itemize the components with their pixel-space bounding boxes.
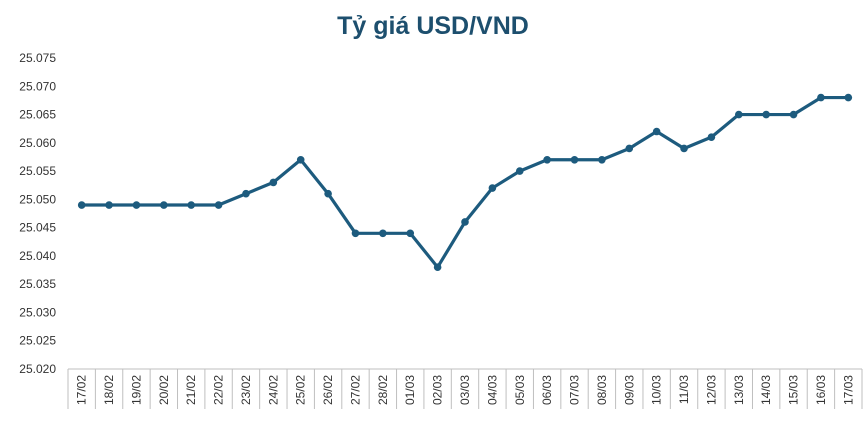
x-axis: 17/02 18/02 19/02 20/02 21/02 22/02 23/02 24/02… [67, 368, 863, 409]
y-tick-label: 25.020 [19, 362, 56, 376]
y-axis-ticks: 25.020 25.025 25.030 25.035 25.040 25.045 25.0… [19, 51, 56, 376]
x-tick-label: 24/02 [266, 375, 280, 405]
x-tick-label: 06/03 [540, 375, 554, 405]
data-point [379, 229, 387, 238]
y-tick-label: 25.055 [19, 164, 56, 178]
x-tick-label: 02/03 [431, 375, 445, 405]
x-tick-label: 26/02 [321, 375, 335, 405]
x-tick-label: 28/02 [376, 375, 390, 405]
x-tick-label: 10/03 [650, 375, 664, 405]
x-tick-label: 19/02 [129, 375, 143, 405]
data-point [242, 189, 250, 198]
y-tick-label: 25.045 [19, 221, 56, 235]
x-tick-label: 18/02 [102, 375, 116, 405]
x-tick-label: 23/02 [239, 375, 253, 405]
data-point [543, 155, 551, 164]
data-point [160, 201, 168, 209]
data-point [817, 93, 825, 102]
data-point [844, 93, 853, 102]
x-tick-label: 11/03 [677, 375, 691, 404]
data-point [707, 133, 716, 141]
y-tick-label: 25.060 [19, 136, 56, 150]
data-point [625, 144, 634, 153]
x-tick-label: 22/02 [212, 375, 226, 405]
data-point [269, 178, 278, 187]
data-point [433, 263, 442, 272]
data-point [296, 155, 305, 164]
data-point [762, 110, 770, 119]
y-tick-label: 25.065 [19, 108, 56, 122]
series-layer [77, 93, 853, 272]
x-tick-label: 07/03 [568, 375, 582, 405]
data-point [789, 110, 798, 119]
data-point [187, 201, 196, 209]
x-tick-label: 01/03 [403, 375, 417, 405]
x-tick-label: 15/03 [787, 375, 801, 405]
x-tick-label: 13/03 [732, 375, 746, 405]
data-point [324, 189, 332, 198]
x-tick-label: 20/02 [157, 375, 171, 405]
x-tick-label: 08/03 [595, 375, 609, 405]
series-line [80, 95, 850, 269]
x-tick-label: 27/02 [348, 375, 362, 405]
y-tick-label: 25.070 [19, 79, 56, 93]
x-tick-label: 12/03 [704, 375, 718, 405]
data-point [652, 127, 661, 136]
data-point [214, 201, 223, 209]
x-tick-label: 21/02 [184, 375, 198, 405]
y-tick-label: 25.025 [19, 334, 56, 348]
x-tick-label: 17/03 [841, 375, 855, 405]
x-tick-label: 25/02 [294, 375, 308, 405]
x-tick-label: 04/03 [485, 375, 499, 405]
x-tick-label: 17/02 [75, 375, 89, 405]
data-point [351, 229, 360, 238]
y-tick-label: 25.050 [19, 192, 56, 206]
y-tick-label: 25.030 [19, 305, 56, 319]
x-tick-label: 09/03 [622, 375, 636, 405]
x-tick-label: 14/03 [759, 375, 773, 405]
y-tick-label: 25.075 [19, 51, 56, 65]
data-point [461, 218, 469, 226]
data-point [598, 155, 606, 164]
x-tick-label: 03/03 [458, 375, 472, 405]
data-point [132, 201, 141, 209]
y-tick-label: 25.040 [19, 249, 56, 263]
data-point [77, 201, 86, 209]
data-point [734, 110, 743, 119]
y-tick-label: 25.035 [19, 277, 56, 291]
data-point [105, 201, 113, 209]
data-point [406, 229, 415, 238]
chart-title: Tỷ giá USD/VND [337, 12, 529, 40]
data-point [680, 144, 688, 153]
data-point [515, 167, 524, 175]
x-tick-label: 16/03 [814, 375, 828, 405]
data-point [570, 155, 579, 164]
data-point [488, 184, 497, 192]
x-tick-label: 05/03 [513, 375, 527, 405]
